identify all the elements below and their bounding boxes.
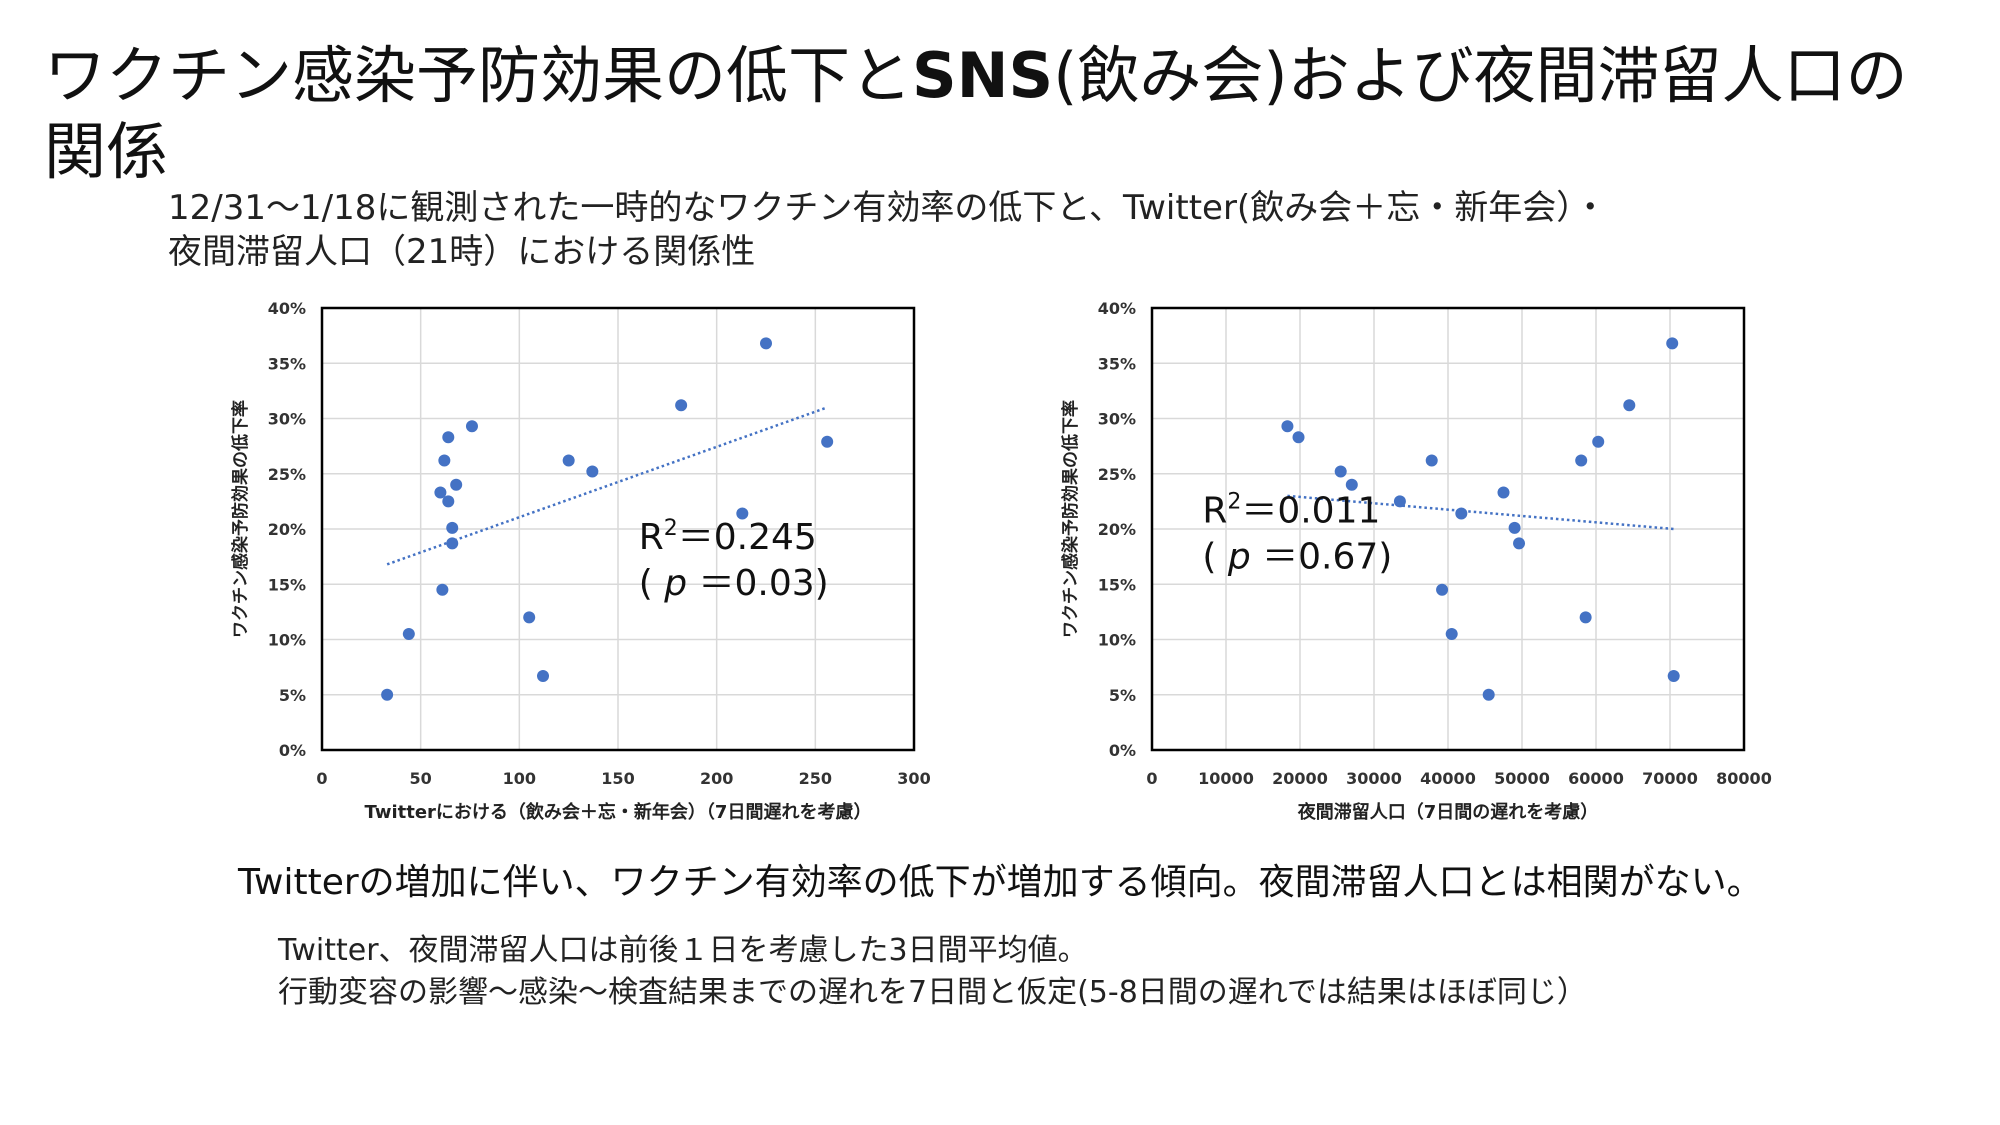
chart-1-data-point — [1334, 465, 1347, 478]
chart-0-data-point — [446, 537, 459, 550]
chart-1-xtick-label: 40000 — [1420, 769, 1476, 788]
chart-1-xtick-label: 70000 — [1642, 769, 1698, 788]
chart-1-data-point — [1513, 537, 1526, 550]
chart-1-trendline — [1287, 494, 1674, 531]
conclusion-text: Twitterの増加に伴い、ワクチン有効率の低下が増加する傾向。夜間滞留人口とは… — [238, 862, 1763, 903]
chart-1-ytick-label: 40% — [1098, 299, 1136, 318]
chart-1-ytick-label: 15% — [1098, 575, 1136, 594]
chart-1-ytick-label: 5% — [1109, 686, 1136, 705]
chart-0-xtick-label: 300 — [897, 769, 930, 788]
title-part-2: SNS — [912, 39, 1054, 112]
chart-0-data-point — [446, 521, 459, 534]
notes: Twitter、夜間滞留人口は前後１日を考慮した3日間平均値。 行動変容の影響～… — [278, 930, 1958, 1014]
chart-0-data-point — [523, 611, 536, 624]
chart-0-p-annotation: ( p ＝0.03) — [639, 563, 829, 604]
chart-0-data-point — [434, 486, 447, 499]
chart-0-data-point — [442, 495, 455, 508]
chart-0-data-point — [402, 627, 415, 640]
chart-1-data-point — [1623, 399, 1636, 412]
page-title: ワクチン感染予防効果の低下とSNS(飲み会)および夜間滞留人口の関係 — [44, 38, 1964, 190]
chart-0-ytick-label: 35% — [268, 354, 306, 373]
chart-0-data-point — [760, 337, 772, 350]
chart-1-ytick-label: 0% — [1109, 741, 1136, 760]
chart-1-p-annotation: ( p ＝0.67) — [1202, 536, 1392, 577]
chart-0-xtick-label: 50 — [410, 769, 432, 788]
note-line-1: Twitter、夜間滞留人口は前後１日を考慮した3日間平均値。 — [278, 933, 1088, 968]
chart-1-ytick-label: 20% — [1098, 520, 1136, 539]
chart-1-r2-annotation: R2＝0.011 — [1202, 489, 1380, 531]
chart-1-xtick-label: 80000 — [1716, 769, 1772, 788]
chart-1-data-point — [1497, 486, 1510, 499]
chart-1-data-point — [1455, 507, 1468, 520]
chart-0-data-point — [450, 478, 463, 491]
note-line-2: 行動変容の影響～感染～検査結果までの遅れを7日間と仮定(5-8日間の遅れでは結果… — [278, 975, 1587, 1010]
chart-1-data-point — [1579, 611, 1592, 624]
chart-1-data-point — [1482, 688, 1495, 701]
chart-0-ytick-label: 30% — [268, 410, 306, 429]
chart-0-data-point — [381, 688, 394, 701]
chart-1-xtick-label: 50000 — [1494, 769, 1550, 788]
chart-1-xtick-label: 20000 — [1272, 769, 1328, 788]
chart-0-xtick-label: 0 — [316, 769, 327, 788]
chart-1-xtick-label: 60000 — [1568, 769, 1624, 788]
chart-0-data-point — [586, 465, 599, 478]
chart-1-data-point — [1575, 454, 1588, 467]
chart-0-xtick-label: 100 — [503, 769, 536, 788]
chart-1-x-axis-label: 夜間滞留人口（7日間の遅れを考慮） — [1297, 801, 1599, 823]
chart-0-ytick-label: 5% — [279, 686, 306, 705]
scatter-chart-twitter: 0% 5% 10% 15% 20% 25% 30% 35% 40% 0 50 100 150 200 250… — [230, 299, 931, 823]
chart-0-data-point — [821, 435, 834, 448]
chart-1-data-point — [1292, 431, 1305, 444]
chart-0-ytick-label: 15% — [268, 575, 306, 594]
chart-0-y-axis-label: ワクチン感染予防効果の低下率 — [230, 400, 251, 638]
title-part-1: ワクチン感染予防効果の低下と — [44, 39, 913, 112]
chart-0-data-point — [442, 431, 455, 444]
chart-1-data-point — [1445, 627, 1458, 640]
chart-0-xtick-label: 250 — [799, 769, 832, 788]
chart-0-data-point — [537, 669, 550, 682]
chart-1-ytick-label: 25% — [1098, 465, 1136, 484]
chart-1-xtick-label: 10000 — [1198, 769, 1254, 788]
chart-1-data-point — [1666, 337, 1679, 350]
chart-0-ytick-label: 20% — [268, 520, 306, 539]
chart-1-data-point — [1436, 583, 1449, 596]
title-part-3: (飲み会)および夜間滞留人口の関係 — [44, 39, 1908, 188]
chart-0-data-point — [436, 583, 449, 596]
chart-1-data-point — [1345, 478, 1358, 491]
chart-0-x-axis-label: Twitterにおける（飲み会＋忘・新年会）（7日間遅れを考慮） — [365, 801, 872, 823]
scatter-chart-night-population: 0% 5% 10% 15% 20% 25% 30% 35% 40% 0 10000 20000 3000… — [1060, 299, 1772, 823]
chart-0-xtick-label: 200 — [700, 769, 733, 788]
chart-0-ytick-label: 25% — [268, 465, 306, 484]
chart-1-data-point — [1393, 495, 1406, 508]
chart-0-data-point — [438, 454, 451, 467]
chart-1-y-axis-label: ワクチン感染予防効果の低下率 — [1060, 400, 1081, 638]
subtitle-line-1: 12/31～1/18に観測された一時的なワクチン有効率の低下と、Twitter(… — [168, 188, 1608, 228]
chart-0-xtick-label: 150 — [601, 769, 634, 788]
chart-1-xtick-label: 30000 — [1346, 769, 1402, 788]
chart-1-data-point — [1592, 435, 1605, 448]
chart-1-data-point — [1667, 669, 1680, 682]
chart-0-data-point — [465, 420, 478, 433]
chart-0-ytick-label: 40% — [268, 299, 306, 318]
chart-1-data-point — [1425, 454, 1438, 467]
chart-1-data-point — [1508, 521, 1521, 534]
chart-0-data-point — [562, 454, 575, 467]
chart-1-ytick-label: 35% — [1098, 354, 1136, 373]
chart-0-r2-annotation: R2＝0.245 — [639, 516, 817, 558]
chart-0-data-point — [675, 399, 688, 412]
chart-0-data-point — [736, 507, 749, 520]
chart-0-plot-frame — [320, 306, 916, 752]
chart-1-data-point — [1281, 420, 1294, 433]
chart-1-ytick-label: 10% — [1098, 631, 1136, 650]
chart-1-ytick-label: 30% — [1098, 410, 1136, 429]
chart-0-ytick-label: 10% — [268, 631, 306, 650]
subtitle-line-2: 夜間滞留人口（21時）における関係性 — [168, 232, 756, 272]
chart-0-ytick-label: 0% — [279, 741, 306, 760]
subtitle: 12/31～1/18に観測された一時的なワクチン有効率の低下と、Twitter(… — [168, 186, 1928, 274]
chart-0-trendline — [386, 406, 828, 566]
chart-1-plot-frame — [1150, 306, 1746, 752]
chart-1-xtick-label: 0 — [1146, 769, 1157, 788]
